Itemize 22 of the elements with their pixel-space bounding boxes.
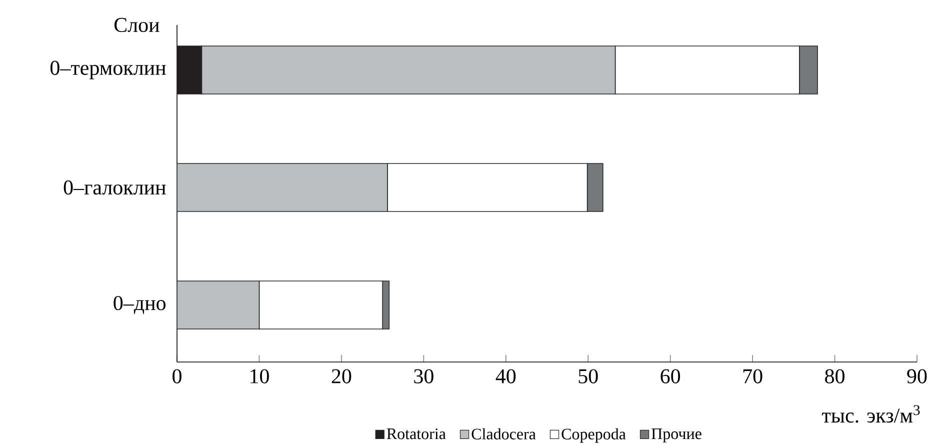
x-tick-label: 0	[172, 369, 182, 384]
bar	[201, 46, 616, 94]
x-axis-title: тыс. экз/м$^{3}$	[822, 405, 920, 423]
x-tick-label: 10	[250, 369, 269, 384]
bar	[177, 280, 260, 330]
y-tick-label: 0–термоклин	[50, 60, 166, 80]
legend-label: Прочие	[652, 428, 702, 442]
x-tick-label: 30	[414, 369, 434, 384]
x-tick-label: 20	[332, 369, 352, 384]
y-axis-title: Слои	[114, 18, 160, 32]
x-tick-label: 60	[660, 369, 680, 384]
y-tick-label: 0–галоклин	[64, 180, 166, 195]
legend-label: Rotatoria	[386, 428, 446, 440]
y-tick-label: 0–дно	[114, 296, 166, 314]
x-tick-label: 50	[578, 369, 598, 384]
legend-label: Copepoda	[562, 428, 626, 443]
x-tick-label: 70	[743, 369, 762, 384]
legend-label: Cladocera	[472, 428, 536, 440]
x-tick-label: 90	[907, 369, 927, 384]
x-tick-label: 80	[825, 369, 844, 384]
bar	[177, 163, 388, 212]
x-tick-label: 40	[496, 369, 516, 384]
